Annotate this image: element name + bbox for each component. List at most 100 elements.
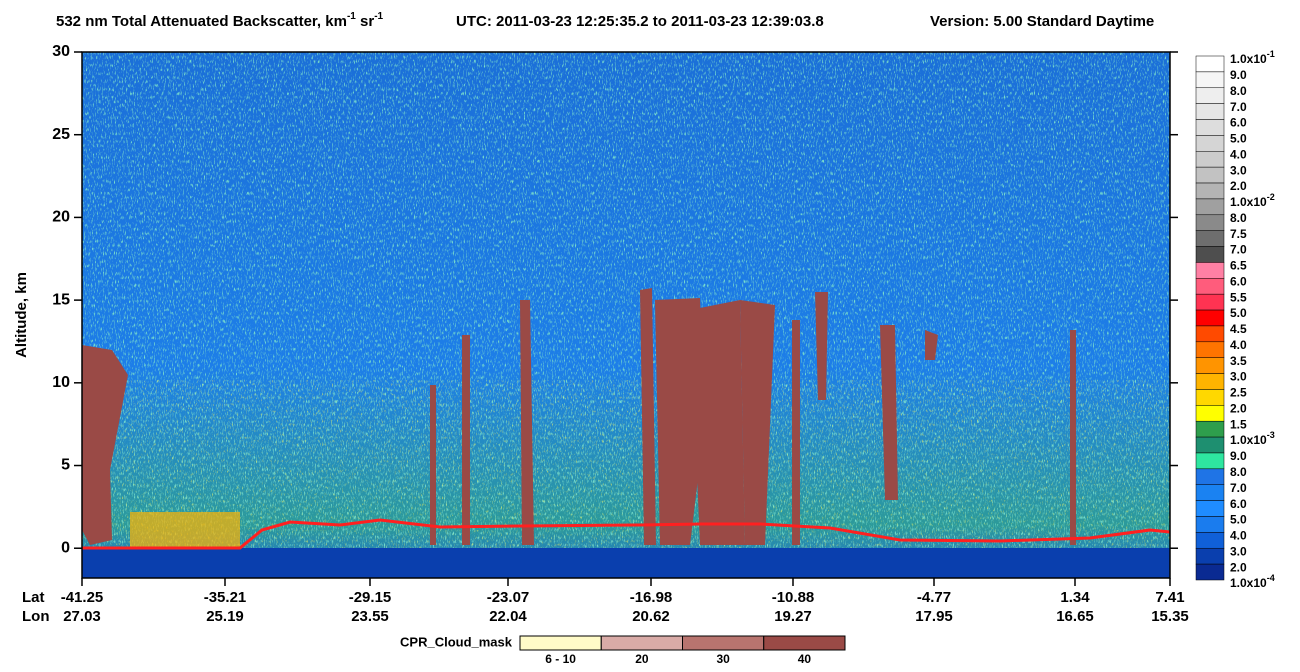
- colorbar-label: 8.0: [1230, 84, 1247, 98]
- colorbar-swatch: [1195, 500, 1225, 517]
- colorbar-swatch: [1195, 468, 1225, 485]
- colorbar-label: 7.0: [1230, 481, 1247, 495]
- x-row-label: Lat: [22, 589, 45, 606]
- colorbar-swatch: [1195, 87, 1225, 104]
- colorbar-label: 1.0x10-2: [1230, 192, 1275, 209]
- colorbar-swatch: [1195, 103, 1225, 120]
- colorbar-label: 2.0: [1230, 179, 1247, 193]
- colorbar-swatch: [1195, 389, 1225, 406]
- colorbar-label: 5.0: [1230, 513, 1247, 527]
- colorbar-swatch: [1195, 71, 1225, 89]
- x-tick-label-lon: 17.95: [915, 608, 953, 625]
- colorbar-swatch: [1195, 373, 1225, 390]
- x-tick-label-lon: 19.27: [774, 608, 812, 625]
- colorbar-label: 3.0: [1230, 370, 1247, 384]
- colorbar-label-base: 1.0x10: [1230, 433, 1267, 447]
- cpr-legend-swatch: [682, 635, 765, 651]
- colorbar-label: 6.0: [1230, 497, 1247, 511]
- x-tick-label-lon: 20.62: [632, 608, 670, 625]
- curtain: [82, 52, 1171, 578]
- colorbar-label: 6.0: [1230, 116, 1247, 130]
- chart-title: 532 nm Total Attenuated Backscatter, km-…: [56, 11, 384, 30]
- cpr-legend-title: CPR_Cloud_mask: [400, 634, 513, 649]
- cloud-columns: [82, 288, 1076, 545]
- title-text: 532 nm Total Attenuated Backscatter, km: [56, 13, 347, 30]
- x-tick-label-lat: -16.98: [630, 589, 673, 606]
- x-tick-label-lat: -29.15: [349, 589, 392, 606]
- y-tick-label: 20: [52, 209, 70, 226]
- colorbar-swatch: [1195, 309, 1225, 327]
- colorbar-label-exp: -1: [1267, 49, 1275, 59]
- colorbar-swatch: [1195, 532, 1225, 549]
- colorbar-swatch: [1195, 436, 1225, 454]
- colorbar-label: 4.0: [1230, 147, 1247, 161]
- colorbar-label: 4.0: [1230, 529, 1247, 543]
- x-tick-label-lon: 27.03: [63, 608, 101, 625]
- x-tick-label-lat: -4.77: [917, 589, 951, 606]
- x-tick-label-lat: -35.21: [204, 589, 247, 606]
- colorbar-label: 8.0: [1230, 465, 1247, 479]
- version-label: Version: 5.00 Standard Daytime: [930, 13, 1154, 30]
- colorbar-swatch: [1195, 198, 1225, 216]
- subsurface: [82, 548, 1170, 578]
- colorbar-swatch: [1195, 166, 1225, 184]
- x-tick-label-lon: 23.55: [351, 608, 389, 625]
- colorbar-swatch: [1195, 119, 1225, 136]
- colorbar-swatch: [1195, 214, 1225, 231]
- colorbar-label: 2.5: [1230, 386, 1247, 400]
- colorbar-swatch: [1195, 563, 1225, 581]
- x-tick-label-lon: 16.65: [1056, 608, 1094, 625]
- colorbar-label: 8.0: [1230, 211, 1247, 225]
- colorbar-swatch: [1195, 452, 1225, 470]
- x-tick-label-lat: 1.34: [1060, 589, 1090, 606]
- cpr-legend-label: 6 - 10: [545, 652, 576, 666]
- colorbar-label: 1.0x10-3: [1230, 430, 1275, 447]
- colorbar-swatch: [1195, 325, 1225, 343]
- x-row-label: Lon: [22, 608, 50, 625]
- y-tick-label: 0: [61, 539, 70, 556]
- colorbar-swatch: [1195, 246, 1225, 263]
- colorbar-swatch: [1195, 182, 1225, 200]
- colorbar-swatch: [1195, 278, 1225, 295]
- colorbar-label: 6.0: [1230, 274, 1247, 288]
- cpr-legend-swatch: [519, 635, 602, 651]
- x-tick-label-lat: -23.07: [487, 589, 530, 606]
- colorbar-label: 7.5: [1230, 227, 1247, 241]
- colorbar-label: 1.0x10-1: [1230, 49, 1275, 66]
- x-tick-label-lat: -41.25: [61, 589, 104, 606]
- colorbar-label: 4.5: [1230, 322, 1247, 336]
- colorbar-swatch: [1195, 516, 1225, 533]
- title-exponent: -1: [347, 11, 356, 22]
- colorbar-label-exp: -3: [1267, 430, 1275, 440]
- colorbar-swatch: [1195, 293, 1225, 311]
- chart-subtitle: UTC: 2011-03-23 12:25:35.2 to 2011-03-23…: [456, 13, 824, 30]
- colorbar-swatch: [1195, 230, 1225, 247]
- cpr-legend-swatch: [600, 635, 683, 651]
- colorbar-label: 2.0: [1230, 560, 1247, 574]
- plot-frame: [81, 51, 1171, 579]
- colorbar-label: 7.0: [1230, 100, 1247, 114]
- title-text: sr: [356, 13, 375, 30]
- cpr-legend-swatch: [763, 635, 846, 651]
- x-tick-label-lon: 15.35: [1151, 608, 1189, 625]
- colorbar-label-base: 1.0x10: [1230, 52, 1267, 66]
- colorbar-label: 5.5: [1230, 290, 1247, 304]
- colorbar-swatch: [1195, 55, 1225, 73]
- x-tick-label-lon: 25.19: [206, 608, 244, 625]
- colorbar-label: 6.5: [1230, 259, 1247, 273]
- colorbar-swatch: [1195, 547, 1225, 565]
- colorbar-label: 4.0: [1230, 338, 1247, 352]
- y-axis-label: Altitude, km: [13, 272, 30, 358]
- colorbar-label: 3.0: [1230, 544, 1247, 558]
- cpr-legend-label: 30: [716, 652, 730, 666]
- colorbar-label-exp: -4: [1267, 573, 1275, 583]
- aerosol-layer: [130, 512, 240, 548]
- colorbar-label: 3.0: [1230, 163, 1247, 177]
- colorbar-swatch: [1195, 420, 1225, 438]
- y-tick-label: 10: [52, 374, 70, 391]
- colorbar-label: 7.0: [1230, 243, 1247, 257]
- colorbar-label: 9.0: [1230, 449, 1247, 463]
- colorbar-label: 9.0: [1230, 68, 1247, 82]
- colorbar-label-base: 1.0x10: [1230, 195, 1267, 209]
- surface-return: [82, 518, 1171, 550]
